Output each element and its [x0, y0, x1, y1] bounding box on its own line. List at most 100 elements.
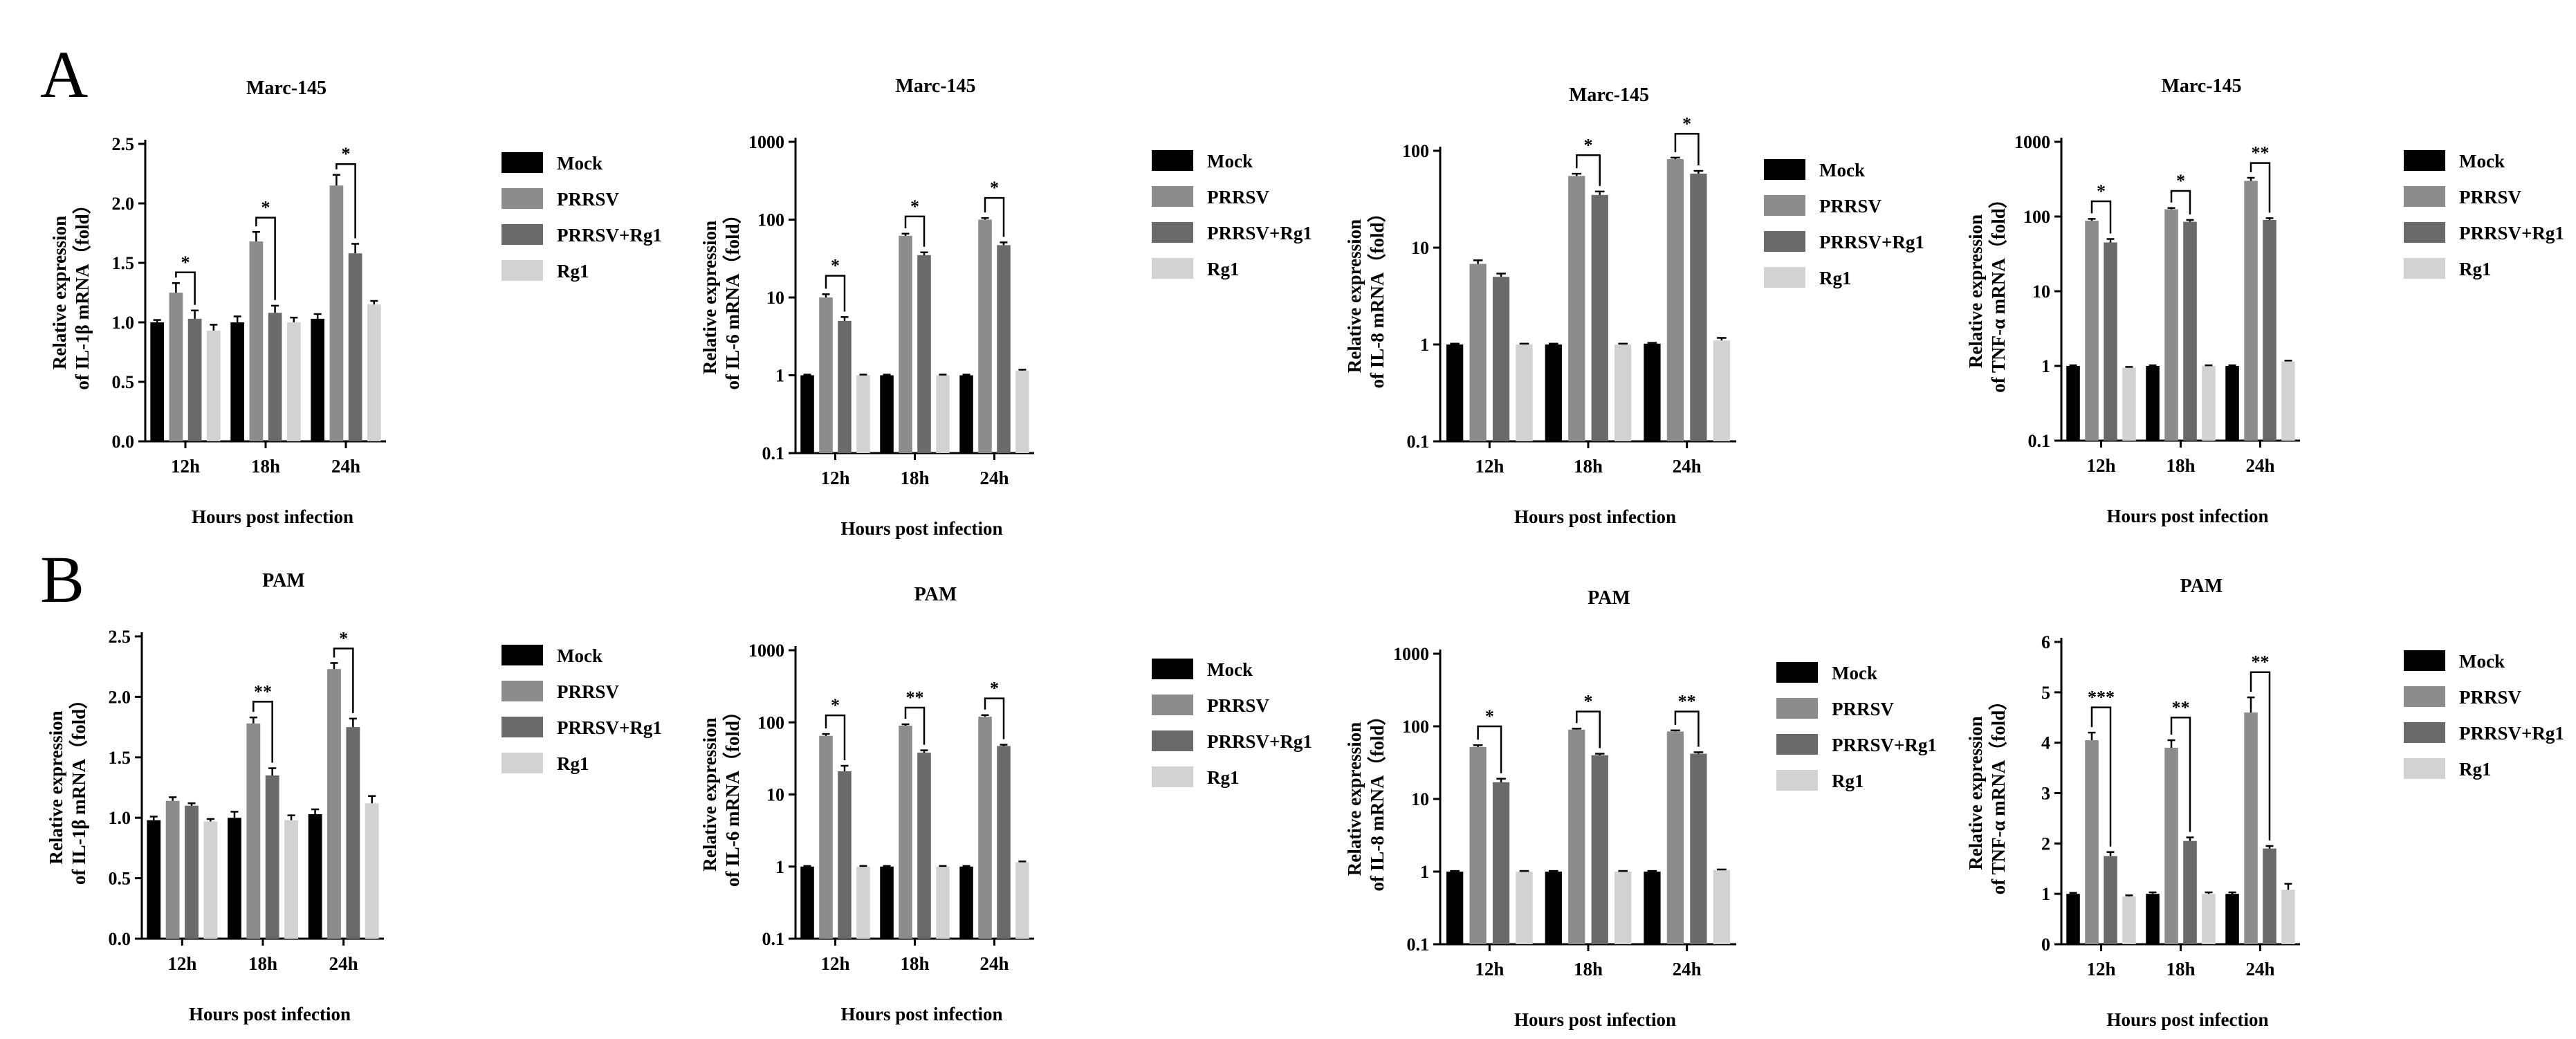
bar-prrsv-rg1-12h	[838, 320, 852, 453]
legend: Mock PRRSV PRRSV+Rg1 Rg1	[502, 645, 662, 774]
x-tick-label: 12h	[1475, 456, 1504, 477]
bar-mock-12h	[2066, 366, 2080, 441]
legend-swatch-prrsv-rg1	[1764, 231, 1805, 252]
bar-prrsv-rg1-24h	[2263, 219, 2276, 441]
legend: Mock PRRSV PRRSV+Rg1 Rg1	[502, 152, 662, 282]
bar-mock-12h	[147, 820, 161, 939]
y-tick-label: 1	[1420, 862, 1429, 882]
bar-prrsv-18h	[249, 241, 264, 441]
legend-swatch-prrsv	[502, 188, 543, 209]
legend-swatch-prrsv	[1764, 195, 1805, 216]
bar-prrsv-24h	[978, 219, 992, 453]
legend-label: Rg1	[1207, 259, 1240, 279]
y-axis-label-line: Relative expression	[46, 710, 66, 864]
x-tick-label: 18h	[248, 953, 277, 974]
legend: Mock PRRSV PRRSV+Rg1 Rg1	[1152, 659, 1312, 788]
y-axis-label: Relative expression of IL-6 mRNA（fold）	[699, 205, 743, 390]
x-tick-label: 24h	[331, 456, 360, 477]
bar-prrsv-rg1-24h	[346, 727, 360, 939]
significance-bracket	[2090, 200, 2112, 234]
bar-prrsv-12h	[2085, 220, 2099, 441]
x-tick-label: 24h	[329, 953, 358, 974]
y-tick-label: 100	[2023, 207, 2050, 227]
bar-prrsv-rg1-18h	[1591, 755, 1608, 944]
chart-title: Marc-145	[2161, 75, 2241, 97]
chart-title: PAM	[262, 570, 305, 591]
bar-prrsv-12h	[1469, 746, 1487, 944]
x-axis-label: Hours post infection	[1514, 506, 1676, 527]
x-tick-label: 12h	[2086, 959, 2115, 980]
bar-mock-12h	[150, 322, 165, 441]
bar-prrsv-rg1-18h	[2183, 221, 2197, 441]
legend-swatch-mock	[502, 152, 543, 173]
legend-swatch-mock	[2404, 150, 2445, 171]
y-tick-label: 1000	[748, 132, 784, 152]
bar-rg1-24h	[2281, 890, 2295, 944]
significance-bracket	[2090, 706, 2112, 847]
significance-bracket	[1576, 710, 1601, 748]
y-tick-label: 0.1	[1407, 432, 1430, 452]
legend: Mock PRRSV PRRSV+Rg1 Rg1	[2404, 650, 2564, 780]
legend-label: PRRSV+Rg1	[557, 225, 662, 246]
bar-mock-12h	[1446, 344, 1464, 441]
y-tick-label: 1.0	[109, 808, 131, 828]
y-axis-label: Relative expression of TNF-α mRNA（fold）	[1965, 692, 2009, 895]
significance-bracket	[2250, 162, 2271, 213]
y-tick-label: 1	[775, 366, 784, 386]
bar-mock-24h	[311, 318, 325, 441]
bar-rg1-12h	[1516, 872, 1533, 944]
significance-bracket	[2170, 190, 2191, 214]
x-tick-label: 24h	[979, 468, 1009, 488]
x-tick-label: 12h	[820, 953, 849, 974]
bar-prrsv-rg1-12h	[1492, 277, 1510, 441]
x-tick-label: 18h	[1574, 456, 1603, 477]
y-tick-label: 10	[766, 288, 784, 308]
panel-label-b: B	[40, 542, 84, 616]
y-axis-label: Relative expression of IL-6 mRNA（fold）	[699, 702, 743, 887]
x-tick-label: 18h	[900, 953, 929, 974]
bar-prrsv-24h	[327, 669, 341, 939]
bar-rg1-12h	[2122, 896, 2136, 944]
y-tick-label: 5	[2041, 683, 2050, 703]
bar-prrsv-12h	[165, 800, 180, 939]
chart-title: PAM	[914, 584, 957, 605]
y-tick-label: 0.1	[2028, 431, 2051, 451]
significance-bracket	[984, 196, 1005, 237]
y-axis-label-line: of IL-8 mRNA（fold）	[1367, 707, 1388, 892]
legend-swatch-mock	[1152, 659, 1193, 679]
chart-7: PAM Relative expression of IL-8 mRNA（fold）…	[1344, 587, 1937, 1030]
bar-prrsv-rg1-24h	[2263, 848, 2276, 944]
bar-prrsv-rg1-18h	[917, 753, 931, 939]
legend-swatch-mock	[1776, 662, 1818, 683]
x-tick-label: 18h	[251, 456, 280, 477]
legend-label: PRRSV	[1832, 699, 1895, 719]
bar-prrsv-18h	[2164, 209, 2178, 441]
y-tick-label: 0.1	[762, 443, 785, 463]
bar-prrsv-rg1-12h	[2104, 856, 2117, 944]
y-tick-label: 1.5	[109, 748, 131, 768]
chart-2: Marc-145 Relative expression of IL-6 mRNA（…	[699, 75, 1312, 539]
chart-8: PAM Relative expression of TNF-α mRNA（fold…	[1965, 576, 2564, 1030]
x-axis-label: Hours post infection	[189, 1004, 351, 1024]
bar-rg1-24h	[1713, 340, 1730, 441]
x-axis-label: Hours post infection	[840, 1004, 1002, 1024]
legend-swatch-prrsv-rg1	[1776, 734, 1818, 755]
legend-swatch-rg1	[502, 260, 543, 281]
significance-label: **	[906, 688, 924, 708]
legend-label: Rg1	[2459, 259, 2492, 279]
bar-prrsv-18h	[899, 726, 912, 939]
bar-prrsv-18h	[1568, 729, 1585, 944]
significance-bracket	[1576, 154, 1601, 186]
bar-mock-12h	[1446, 872, 1464, 944]
bar-mock-24h	[308, 813, 322, 939]
significance-label: **	[2172, 697, 2190, 717]
y-axis-label-line: of IL-6 mRNA（fold）	[722, 702, 743, 887]
x-tick-label: 18h	[2166, 455, 2195, 476]
chart-title: Marc-145	[246, 77, 326, 99]
chart-title: PAM	[2180, 576, 2223, 597]
bar-rg1-24h	[1015, 370, 1029, 453]
x-tick-label: 18h	[900, 468, 929, 488]
bar-rg1-18h	[284, 820, 298, 939]
x-tick-label: 18h	[1574, 959, 1603, 980]
x-axis-label: Hours post infection	[1514, 1009, 1676, 1030]
